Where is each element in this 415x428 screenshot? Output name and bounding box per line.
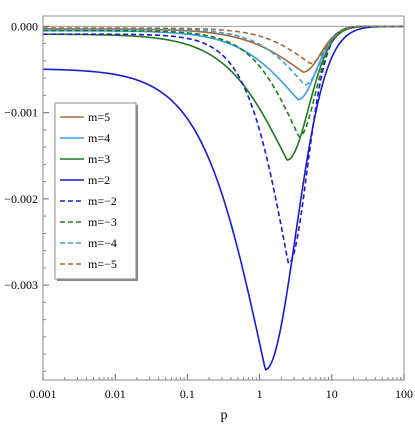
legend-label: m=3 [88, 152, 110, 166]
x-axis-ticks: 0.001 0.01 0.1 1 10 100 [30, 374, 413, 401]
legend-box [54, 102, 137, 280]
series-line-6 [43, 25, 404, 86]
x-axis-title: p [221, 408, 228, 423]
plot-frame [42, 15, 405, 381]
x-tick-label: 100 [395, 387, 413, 401]
series-line-3 [42, 25, 404, 371]
legend-label: m=−2 [88, 194, 117, 208]
legend-label: m=−5 [88, 257, 117, 271]
legend: m=5 m=4 m=3 m=2 m=−2 m=−3 m=−4 m=−5 [54, 102, 138, 281]
y-tick-label: −0.003 [4, 278, 38, 292]
legend-label: m=−4 [88, 236, 117, 250]
x-tick-label: 10 [326, 387, 338, 401]
legend-label: m=2 [88, 173, 110, 187]
y-tick-label: −0.002 [4, 192, 38, 206]
series-line-1 [42, 25, 404, 101]
y-tick-label: −0.001 [4, 106, 38, 120]
legend-label: m=−3 [88, 215, 117, 229]
legend-label: m=4 [88, 131, 110, 145]
x-tick-label: 0.01 [105, 387, 126, 401]
x-tick-label: 1 [257, 387, 263, 401]
y-axis-ticks: 0.000 −0.001 −0.002 −0.003 [4, 19, 49, 372]
y-tick-label: 0.000 [11, 19, 38, 33]
legend-label: m=5 [88, 110, 110, 124]
series-line-7 [43, 25, 404, 65]
series-curves [42, 25, 404, 371]
x-tick-label: 0.001 [30, 387, 57, 401]
x-tick-label: 0.1 [180, 387, 195, 401]
